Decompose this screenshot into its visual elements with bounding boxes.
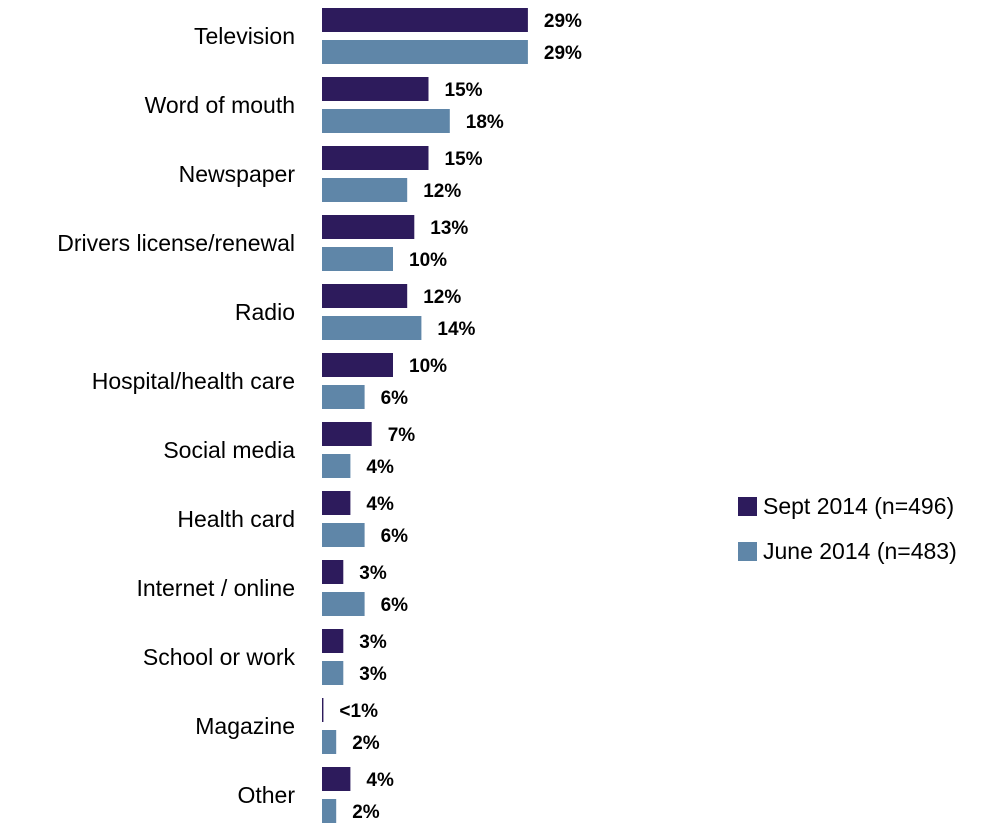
value-labels: 29%29%15%18%15%12%13%10%12%14%10%6%7%4%4… — [339, 11, 582, 823]
data-label: 15% — [445, 80, 483, 101]
data-label: 29% — [544, 11, 582, 32]
data-label: 3% — [359, 664, 387, 685]
category-label: Other — [237, 782, 295, 808]
category-label: Internet / online — [136, 575, 295, 601]
legend-label: Sept 2014 (n=496) — [763, 493, 954, 519]
category-label: Health card — [177, 506, 295, 532]
bar-june-2014 — [322, 109, 450, 133]
legend-label: June 2014 (n=483) — [763, 538, 957, 564]
data-label: 7% — [388, 425, 416, 446]
category-label: School or work — [143, 644, 296, 670]
data-label: 10% — [409, 250, 447, 271]
bar-june-2014 — [322, 592, 365, 616]
bar-june-2014 — [322, 523, 365, 547]
bar-sept-2014 — [322, 698, 324, 722]
data-label: 3% — [359, 632, 387, 653]
bar-sept-2014 — [322, 560, 344, 584]
bars — [322, 8, 528, 823]
data-label: 2% — [352, 802, 380, 823]
legend-swatch — [738, 542, 757, 561]
bar-june-2014 — [322, 385, 365, 409]
data-label: 6% — [381, 526, 409, 547]
bar-sept-2014 — [322, 8, 528, 32]
category-label: Hospital/health care — [92, 368, 295, 394]
legend-swatch — [738, 497, 757, 516]
data-label: 6% — [381, 595, 409, 616]
category-label: Television — [194, 23, 295, 49]
category-label: Radio — [235, 299, 295, 325]
bar-sept-2014 — [322, 422, 372, 446]
bar-june-2014 — [322, 178, 408, 202]
data-label: 4% — [366, 457, 394, 478]
bar-sept-2014 — [322, 353, 393, 377]
data-label: 12% — [423, 181, 461, 202]
bar-june-2014 — [322, 799, 337, 823]
data-label: 29% — [544, 43, 582, 64]
bar-sept-2014 — [322, 767, 351, 791]
bar-june-2014 — [322, 730, 337, 754]
category-labels: Television Word of mouth Newspaper Drivers … — [57, 23, 295, 808]
category-label: Magazine — [195, 713, 295, 739]
category-label: Newspaper — [179, 161, 296, 187]
bar-sept-2014 — [322, 491, 351, 515]
data-label: 15% — [445, 149, 483, 170]
bar-june-2014 — [322, 454, 351, 478]
category-label: Social media — [163, 437, 295, 463]
data-label: 2% — [352, 733, 380, 754]
bar-sept-2014 — [322, 77, 429, 101]
bar-sept-2014 — [322, 284, 408, 308]
bar-sept-2014 — [322, 629, 344, 653]
data-label: 3% — [359, 563, 387, 584]
category-label: Drivers license/renewal — [57, 230, 295, 256]
data-label: 4% — [366, 770, 394, 791]
bar-june-2014 — [322, 40, 528, 64]
data-label: <1% — [339, 701, 378, 722]
data-label: 6% — [381, 388, 409, 409]
bar-sept-2014 — [322, 146, 429, 170]
bar-june-2014 — [322, 247, 393, 271]
bar-sept-2014 — [322, 215, 415, 239]
data-label: 18% — [466, 112, 504, 133]
data-label: 14% — [437, 319, 475, 340]
data-label: 4% — [366, 494, 394, 515]
legend: Sept 2014 (n=496) June 2014 (n=483) — [738, 493, 957, 564]
data-label: 13% — [430, 218, 468, 239]
data-label: 12% — [423, 287, 461, 308]
category-label: Word of mouth — [145, 92, 295, 118]
bar-june-2014 — [322, 316, 422, 340]
data-label: 10% — [409, 356, 447, 377]
bar-june-2014 — [322, 661, 344, 685]
